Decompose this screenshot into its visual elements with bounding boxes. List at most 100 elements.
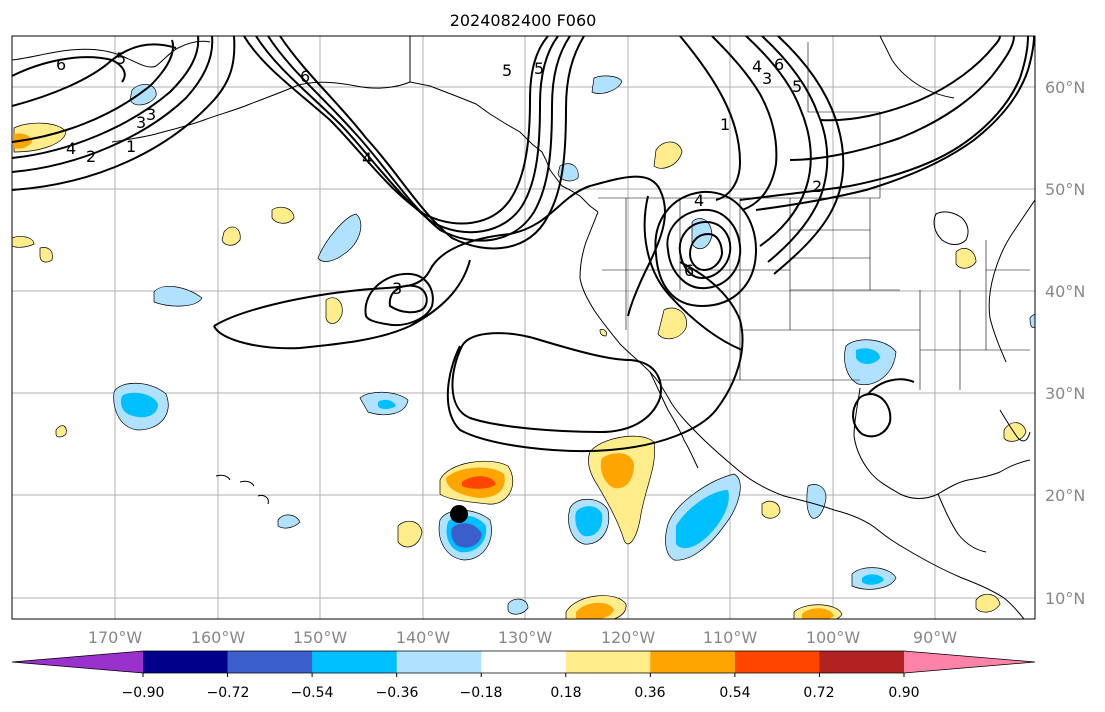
- colorbar-swatch: [396, 651, 482, 673]
- colorbar-outline: [11, 650, 1036, 674]
- contour-line: [451, 332, 662, 434]
- contour-label: 5: [116, 49, 126, 68]
- patch-lightblue: [277, 514, 301, 529]
- colorbar-swatch: [565, 651, 651, 673]
- patch-yellow: [221, 226, 241, 246]
- contour-label: 3: [392, 279, 402, 298]
- patch-yellow: [599, 329, 607, 337]
- contour-line: [279, 36, 585, 250]
- west-coast: [579, 211, 1025, 619]
- contour-line: [255, 36, 559, 234]
- lon-label: 160°W: [191, 628, 246, 647]
- great-lakes: [933, 211, 969, 245]
- lat-label: 20°N: [1045, 486, 1085, 505]
- map-frame: [12, 36, 1035, 619]
- colorbar-extend-min: [12, 651, 143, 673]
- patch-yellow: [12, 236, 35, 248]
- colorbar-tick-label: 0.90: [888, 685, 919, 701]
- contour-label: 6: [56, 55, 66, 74]
- patch-lightblue: [691, 218, 713, 250]
- contour-label: 6: [300, 67, 310, 86]
- contour-line: [852, 392, 892, 438]
- patch-deepskyblue: [676, 490, 729, 549]
- contour-line: [789, 36, 1015, 161]
- patch-orange: [600, 453, 634, 489]
- contour-label: 4: [66, 139, 76, 158]
- patch-lightblue: [129, 83, 157, 106]
- alaska-coast: [409, 36, 599, 213]
- colorbar-tick-label: 0.18: [550, 685, 581, 701]
- patch-yellow: [39, 247, 53, 263]
- colorbar-swatch: [650, 651, 736, 673]
- patch-yellow: [1003, 422, 1027, 442]
- patch-lightblue: [591, 75, 623, 94]
- patch-yellow: [955, 248, 977, 269]
- lon-label: 150°W: [293, 628, 348, 647]
- colorbar-swatch: [481, 651, 567, 673]
- contour-label: 4: [362, 149, 372, 168]
- contour-line: [364, 272, 434, 326]
- contour-label: 2: [812, 177, 822, 196]
- patch-yellow: [657, 307, 687, 340]
- colorbar-swatches: [12, 651, 1035, 673]
- contour-line: [12, 43, 177, 107]
- colorbar-swatch: [734, 651, 820, 673]
- colorbar-tick-label: −0.72: [207, 685, 250, 701]
- lon-label: 140°W: [396, 628, 451, 647]
- colorbar: −0.90 −0.72 −0.54 −0.36 −0.18 0.18 0.36 …: [11, 650, 1036, 701]
- alaska-peninsula: [249, 81, 411, 105]
- contour-line: [446, 261, 744, 453]
- contour-line: [739, 36, 1029, 201]
- patch-yellow: [397, 520, 423, 548]
- contour-label: 2: [86, 147, 96, 166]
- colorbar-tick-label: −0.36: [376, 685, 419, 701]
- contour-labels: 6 5 3 2 1 6 5 4 3 4 6 5 1 4 3 2 4 5 6 3: [56, 49, 822, 298]
- colorbar-tick-label: 0.54: [719, 685, 750, 701]
- hawaii: [215, 474, 269, 505]
- contour-line: [819, 36, 1001, 122]
- lat-label: 10°N: [1045, 589, 1085, 608]
- contour-label: 3: [762, 69, 772, 88]
- colorbar-ticks: [142, 673, 905, 677]
- contour-line: [773, 36, 845, 275]
- patch-lightblue: [317, 213, 362, 262]
- contour-line: [867, 378, 915, 395]
- yucatan: [937, 493, 987, 553]
- lat-label: 60°N: [1045, 78, 1085, 97]
- contour-label: 5: [502, 61, 512, 80]
- lon-label: 100°W: [806, 628, 861, 647]
- aleutians: [111, 103, 251, 143]
- contour-line: [643, 195, 743, 351]
- coastlines: [12, 36, 1035, 619]
- gulf-of-mexico: [853, 387, 1031, 499]
- patch-lightblue: [153, 285, 203, 307]
- colorbar-tick-labels: −0.90 −0.72 −0.54 −0.36 −0.18 0.18 0.36 …: [122, 685, 920, 701]
- patch-yellow: [761, 500, 781, 519]
- contour-line: [688, 232, 724, 272]
- lon-label: 90°W: [913, 628, 957, 647]
- colorbar-extend-max: [904, 651, 1035, 673]
- contour-line: [745, 36, 812, 247]
- contour-line: [666, 208, 742, 290]
- height-contours: [12, 36, 1035, 453]
- colorbar-swatch: [312, 651, 398, 673]
- patch-yellow: [55, 425, 67, 438]
- colorbar-tick-label: −0.90: [122, 685, 165, 701]
- contour-line: [12, 36, 236, 191]
- lat-label: 30°N: [1045, 384, 1085, 403]
- patch-red: [462, 476, 496, 489]
- patch-lightblue: [806, 484, 827, 519]
- contour-label: 1: [720, 115, 730, 134]
- colorbar-tick-label: 0.72: [803, 685, 834, 701]
- patch-lightblue: [1029, 314, 1035, 328]
- contour-line: [678, 220, 732, 280]
- contour-line: [12, 39, 174, 143]
- baja-california: [649, 371, 699, 469]
- contour-line: [679, 36, 742, 201]
- hudson-bay: [879, 36, 955, 99]
- patch-yellow: [975, 593, 1001, 613]
- colorbar-tick-label: −0.18: [460, 685, 503, 701]
- contour-line: [213, 259, 471, 350]
- shaded-anomalies: [12, 75, 1035, 619]
